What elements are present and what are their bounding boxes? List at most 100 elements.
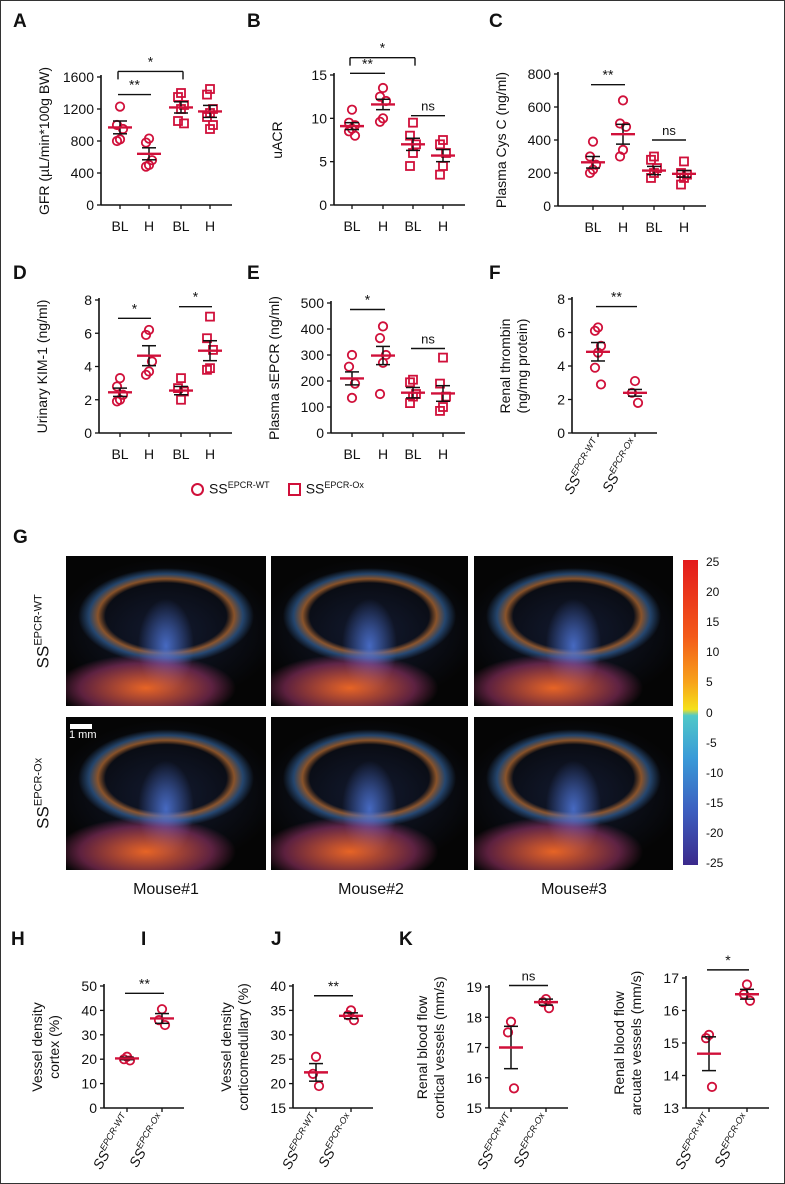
y-tick-label: 15 (466, 1100, 482, 1116)
legend-wt-label: SS (209, 480, 228, 497)
y-axis-label: Vessel density (29, 1002, 45, 1092)
y-tick-label: 4 (557, 358, 565, 374)
y-tick-label: 1600 (63, 69, 94, 85)
x-tick-label: BL (172, 218, 189, 234)
legend: SSEPCR-WT SSEPCR-Ox (191, 480, 364, 497)
x-tick-label: SSEPCR-Ox (125, 1111, 169, 1170)
x-tick-label: BL (645, 219, 662, 235)
data-point (349, 130, 361, 141)
y-tick-label: 17 (663, 970, 679, 986)
y-tick-label: 0 (557, 425, 565, 441)
x-tick-label-sup: EPCR-Ox (134, 1111, 163, 1151)
x-tick-label-sup: EPCR-Ox (323, 1111, 352, 1151)
data-point (438, 161, 448, 171)
significance-label: * (132, 300, 138, 316)
x-tick-label: H (618, 219, 628, 235)
x-tick-label-prefix: SS (278, 1147, 302, 1172)
x-tick-label-sup: EPCR-Ox (719, 1111, 748, 1151)
chart-d: 0 2 4 6 8 Urinary KIM-1 (ng/ml) BL H BL H * * (34, 289, 232, 462)
x-tick-label: BL (404, 446, 421, 462)
data-point (435, 169, 445, 180)
x-tick-label-prefix: SS (473, 1147, 497, 1172)
data-point (310, 1051, 322, 1062)
y-tick-label: 200 (528, 165, 552, 181)
y-axis-label: GFR (µL/min*100g BW) (36, 67, 52, 215)
panel-label-h: H (11, 929, 25, 950)
chart-k: 13 14 15 16 17 Renal blood flow arcuate vessel… (611, 952, 769, 1172)
x-tick-label: BL (343, 218, 360, 234)
data-point (173, 116, 183, 126)
data-point (205, 124, 215, 134)
x-tick-label: H (438, 218, 448, 234)
data-point (435, 139, 445, 150)
chart-a: 0 400 800 1200 1600 GFR (µL/min*100g BW) BL H BL… (36, 53, 232, 234)
y-tick-label: 800 (71, 133, 95, 149)
y-tick-label: 400 (528, 132, 552, 148)
y-tick-label: 0 (543, 198, 551, 214)
data-point (405, 377, 415, 388)
data-point (114, 101, 126, 112)
x-tick-label-prefix: SS (560, 472, 584, 497)
data-point (435, 405, 445, 416)
scale-bar (70, 724, 92, 729)
colorbar-tick-label: -5 (706, 735, 717, 750)
x-tick-label: H (205, 446, 215, 462)
data-point (176, 394, 186, 405)
significance-label: * (380, 40, 386, 56)
y-tick-label: 400 (71, 165, 95, 181)
y-tick-label: 2 (84, 392, 92, 408)
y-axis-label: Plasma sEPCR (ng/ml) (266, 296, 282, 440)
data-point (117, 389, 129, 400)
data-point (111, 381, 123, 392)
x-tick-label-sup: EPCR-Ox (518, 1111, 547, 1151)
y-tick-label: 1200 (63, 101, 94, 117)
x-tick-label: BL (404, 218, 421, 234)
y-axis-label: Vessel density (218, 1002, 234, 1092)
doppler-image-ox-mouse3 (474, 717, 673, 870)
legend-ox-label: SS (305, 480, 325, 497)
panel-label-i: I (141, 929, 147, 950)
data-point (202, 364, 212, 375)
x-tick-label-sup: EPCR-WT (569, 435, 599, 478)
x-tick-label: H (144, 446, 154, 462)
data-point (589, 362, 601, 373)
y-tick-label: 17 (466, 1040, 482, 1056)
data-point (205, 363, 215, 374)
data-point (614, 151, 626, 162)
significance-label: ** (328, 978, 339, 994)
data-point (374, 388, 386, 400)
y-tick-label: 40 (270, 978, 286, 994)
chart-j: 15 16 17 18 19 Renal blood flow cortical vesse… (414, 968, 568, 1172)
x-tick-label: SSEPCR-WT (671, 1110, 717, 1172)
legend-ox-sup: EPCR-Ox (324, 480, 364, 490)
data-point (205, 84, 215, 94)
y-tick-label: 0 (86, 197, 94, 213)
y-tick-label: 14 (663, 1068, 679, 1084)
column-label-mouse3: Mouse#3 (541, 881, 607, 898)
data-point (140, 329, 152, 341)
significance-label: ns (421, 332, 435, 347)
y-tick-label: 20 (81, 1051, 97, 1067)
data-point (377, 321, 389, 332)
data-point (435, 378, 445, 389)
y-tick-label: 8 (557, 291, 565, 307)
data-point (408, 374, 418, 385)
y-tick-label: 0 (316, 425, 324, 441)
y-tick-label: 400 (301, 321, 325, 337)
legend-wt-sup: EPCR-WT (227, 480, 270, 490)
x-tick-label-prefix: SS (89, 1147, 113, 1172)
x-tick-label-sup: EPCR-WT (680, 1110, 710, 1153)
data-point (632, 397, 644, 408)
y-tick-label: 15 (663, 1035, 679, 1051)
data-point (140, 137, 152, 148)
y-tick-label: 5 (319, 154, 327, 170)
x-tick-label-prefix: SS (599, 470, 623, 495)
circle-marker-icon (191, 483, 204, 497)
y-tick-label: 10 (81, 1076, 97, 1092)
scale-bar-label: 1 mm (69, 729, 97, 741)
